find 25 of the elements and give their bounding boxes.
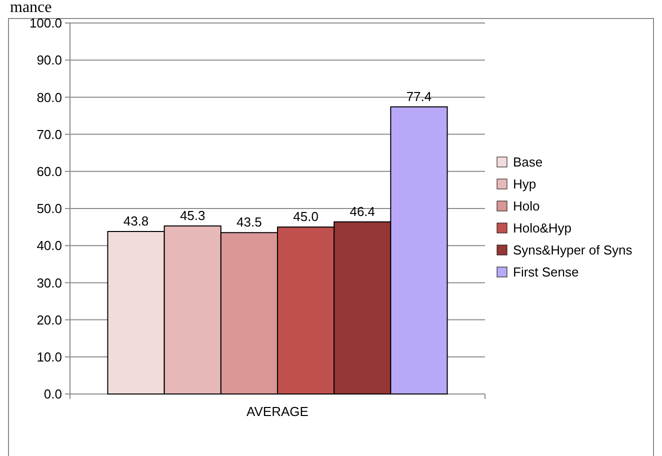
y-tick-label: 40.0 — [36, 238, 62, 254]
y-tick-label: 60.0 — [36, 164, 62, 179]
data-label: 43.8 — [123, 214, 149, 228]
y-tick-label: 0.0 — [44, 386, 62, 402]
y-tick-label: 90.0 — [36, 52, 62, 68]
data-label: 77.4 — [406, 88, 432, 104]
text: mance — [10, 0, 52, 16]
y-tick-label: 30.0 — [36, 275, 62, 290]
legend-label: Syns&Hyper of Syns — [513, 242, 633, 258]
legend-label: Hyp — [513, 176, 536, 192]
legend-label: First Sense — [513, 264, 579, 280]
y-tick-label: 80.0 — [36, 90, 62, 105]
y-tick-label: 20.0 — [36, 312, 62, 328]
legend-label: Holo&Hyp — [513, 220, 572, 236]
data-label: 46.4 — [350, 204, 376, 219]
data-label: 45.3 — [180, 208, 206, 223]
y-tick-label: 10.0 — [36, 349, 62, 364]
y-tick-label: 100.0 — [29, 16, 62, 31]
y-tick-label: 70.0 — [36, 126, 62, 142]
data-label: 43.5 — [236, 214, 262, 230]
legend-label: Holo — [513, 198, 540, 214]
x-tick-label: AVERAGE — [246, 404, 309, 419]
data-label: 45.0 — [293, 209, 318, 224]
legend-label: Base — [513, 154, 543, 170]
y-tick-label: 50.0 — [36, 201, 62, 216]
